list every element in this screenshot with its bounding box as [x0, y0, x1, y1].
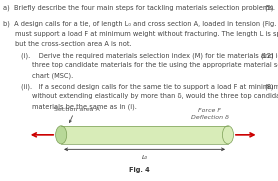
Ellipse shape [222, 126, 234, 144]
Text: L₀: L₀ [142, 155, 148, 160]
Text: a)  Briefly describe the four main steps for tackling materials selection proble: a) Briefly describe the four main steps … [3, 5, 275, 11]
Text: Force F: Force F [198, 108, 221, 113]
Text: (ii).   If a second design calls for the same tie to support a load F at minimum: (ii). If a second design calls for the s… [21, 83, 278, 90]
Text: but the cross-section area A is not.: but the cross-section area A is not. [15, 41, 132, 47]
Text: Deflection δ: Deflection δ [191, 115, 229, 120]
Text: Section area A: Section area A [54, 107, 99, 112]
Text: without extending elastically by more than δ, would the three top candidate: without extending elastically by more th… [32, 93, 278, 99]
Text: materials be the same as in (i).: materials be the same as in (i). [32, 103, 137, 110]
Text: b)  A design calls for a tie, of length L₀ and cross section A, loaded in tensio: b) A design calls for a tie, of length L… [3, 21, 278, 27]
Text: three top candidate materials for the tie using the appropriate material selecti: three top candidate materials for the ti… [32, 62, 278, 68]
Ellipse shape [56, 126, 67, 144]
Text: (8): (8) [264, 83, 274, 90]
Text: (12): (12) [260, 52, 274, 59]
Text: (5): (5) [264, 5, 274, 11]
Text: chart (MSC).: chart (MSC). [32, 72, 73, 79]
Text: (i).    Derive the required materials selection index (M) for tie materials and : (i). Derive the required materials selec… [21, 52, 278, 59]
Text: Fig. 4: Fig. 4 [129, 167, 149, 173]
Bar [61, 126, 228, 144]
Text: must support a load F at minimum weight without fracturing. The length L is spec: must support a load F at minimum weight … [15, 31, 278, 37]
